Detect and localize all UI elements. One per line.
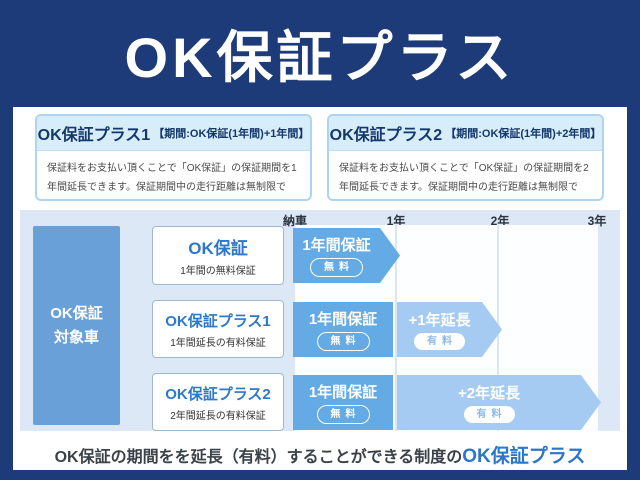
segment-label: 1年間保証 [308,384,378,401]
row-card-plus2: OK保証プラス2 2年間延長の有料保証 [152,373,284,431]
plan-description: 保証料をお支払い頂くことで「OK保証」の保証期間を2年間延長できます。保証期間中… [339,163,589,193]
segment-free-1year: 1年間保証 無料 [293,375,393,430]
row-card-name: OK保証プラス2 [165,385,271,403]
page-title: OK保証プラス [124,26,516,89]
content-panel: OK保証プラス1 【期間:OK保証(1年間)+1年間】 保証料をお支払い頂くこと… [13,107,627,470]
warranty-timeline-diagram: 納車 1年 2年 3年 OK保証 対象車 OK保証 1年間の無料保証 1年間保証… [20,210,620,431]
caption-highlight: OK保証プラス [462,446,586,467]
paid-badge: 有料 [464,406,515,423]
row-card-ok-warranty: OK保証 1年間の無料保証 [152,226,284,285]
arrow-label: 1年間保証 [302,237,371,254]
plan-card-header: OK保証プラス2 【期間:OK保証(1年間)+2年間】 [329,116,602,151]
row-card-name: OK保証プラス1 [165,312,271,330]
bottom-caption: OK保証の期間をを延長（有料）することができる制度のOK保証プラス [13,441,627,468]
plan-name: OK保証プラス2 [329,127,443,144]
segment-label: 1年間保証 [308,311,378,328]
row-card-name: OK保証 [188,239,248,258]
timeline-gridline-year1 [395,225,397,431]
timeline-label-year1: 1年 [386,214,406,228]
timeline-label-year3: 3年 [587,214,607,228]
row-card-subtitle: 1年間の無料保証 [180,266,256,277]
arrow-label: +2年延長 [457,385,521,402]
eligible-car-line1: OK保証 [50,305,103,323]
plan-period: 【期間:OK保証(1年間)+2年間】 [445,128,602,140]
eligible-car-box: OK保証 対象車 [33,226,120,425]
plan-card-plus1: OK保証プラス1 【期間:OK保証(1年間)+1年間】 保証料をお支払い頂くこと… [35,114,312,201]
arrow-paid-plus1year: +1年延長 有料 [397,302,502,357]
plan-card-plus2: OK保証プラス2 【期間:OK保証(1年間)+2年間】 保証料をお支払い頂くこと… [327,114,604,201]
plan-period: 【期間:OK保証(1年間)+1年間】 [153,128,310,140]
row-card-subtitle: 1年間延長の有料保証 [170,337,266,349]
plan-description: 保証料をお支払い頂くことで「OK保証」の保証期間を1年間延長できます。保証期間中… [47,163,297,193]
segment-free-1year: 1年間保証 無料 [293,302,393,357]
free-badge: 無料 [316,405,370,424]
timeline-label-year2: 2年 [490,214,510,228]
arrow-paid-plus2year: +2年延長 有料 [397,375,601,430]
eligible-car-line2: 対象車 [53,328,99,346]
row-card-subtitle: 2年間延長の有料保証 [170,410,266,422]
paid-badge: 有料 [414,333,465,350]
free-badge: 無料 [316,332,370,351]
caption-text: OK保証の期間をを延長（有料）することができる制度の [54,449,463,466]
row-card-plus1: OK保証プラス1 1年間延長の有料保証 [152,300,284,358]
arrow-free-1year: 1年間保証 無料 [293,228,400,283]
arrow-label: +1年延長 [408,312,471,329]
timeline-label-delivery: 納車 [282,214,308,228]
plan-name: OK保証プラス1 [37,127,151,144]
free-badge: 無料 [310,258,363,277]
plan-card-header: OK保証プラス1 【期間:OK保証(1年間)+1年間】 [37,116,310,151]
